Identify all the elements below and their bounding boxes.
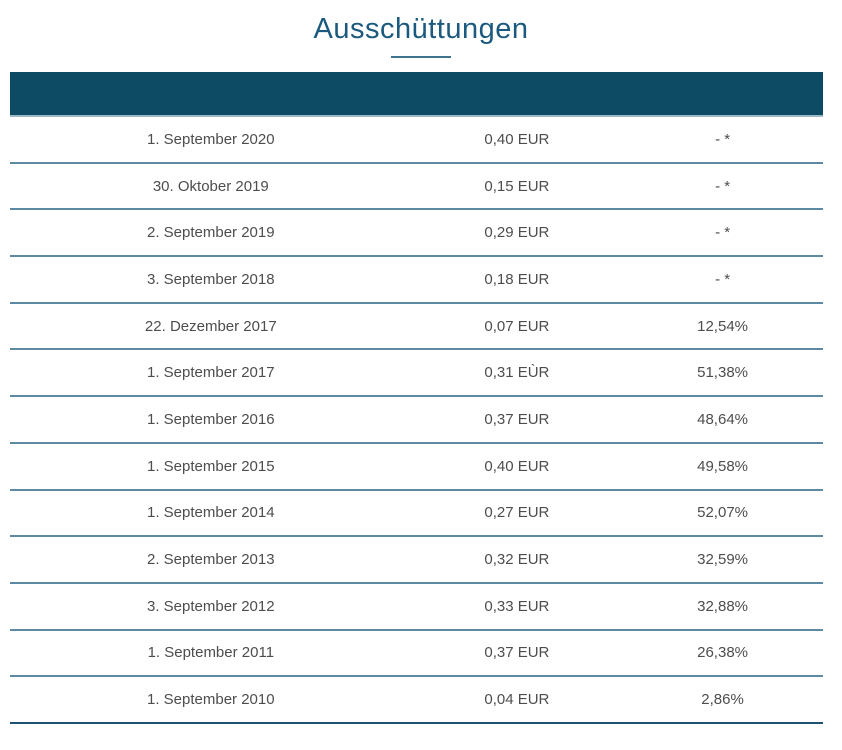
cell-amount: 0,04 EUR — [484, 691, 550, 709]
cell-yield: 26,38% — [697, 644, 748, 662]
cell-amount: 0,27 EUR — [484, 504, 550, 522]
cell-amount: 0,32 EUR — [484, 551, 550, 569]
table-row: 3. September 2018 0,18 EUR - * — [10, 257, 823, 304]
cell-amount: 0,29 EUR — [484, 224, 550, 242]
cell-date: 1. September 2010 — [147, 691, 275, 709]
cell-amount: 0,07 EUR — [484, 317, 550, 335]
cell-yield: 52,07% — [697, 504, 748, 522]
cell-yield: - * — [715, 177, 731, 195]
cell-yield: 2,86% — [701, 691, 744, 709]
cell-amount: 0,37 EUR — [484, 410, 550, 428]
cell-amount: 0,31 EÙR — [484, 364, 550, 382]
cell-date: 1. September 2015 — [147, 457, 275, 475]
cell-yield: 51,38% — [697, 364, 748, 382]
cell-yield: 12,54% — [697, 317, 748, 335]
cell-date: 1. September 2016 — [147, 410, 275, 428]
cell-yield: 32,59% — [697, 551, 748, 569]
cell-date: 1. September 2017 — [147, 364, 275, 382]
table-row: 22. Dezember 2017 0,07 EUR 12,54% — [10, 304, 823, 351]
cell-amount: 0,40 EUR — [484, 457, 550, 475]
table-row: 1. September 2014 0,27 EUR 52,07% — [10, 491, 823, 538]
cell-yield: 48,64% — [697, 410, 748, 428]
table-body: 1. September 2020 0,40 EUR - * 30. Oktober … — [10, 117, 823, 724]
cell-yield: 49,58% — [697, 457, 748, 475]
table-row: 1. September 2010 0,04 EUR 2,86% — [10, 677, 823, 724]
table-row: 1. September 2011 0,37 EUR 26,38% — [10, 631, 823, 678]
cell-date: 2. September 2013 — [147, 551, 275, 569]
table-row: 1. September 2020 0,40 EUR - * — [10, 117, 823, 164]
cell-amount: 0,40 EUR — [484, 130, 550, 148]
table-row: 2. September 2013 0,32 EUR 32,59% — [10, 537, 823, 584]
cell-date: 1. September 2014 — [147, 504, 275, 522]
cell-date: 3. September 2012 — [147, 597, 275, 615]
title-underline — [391, 56, 451, 58]
table-row: 1. September 2016 0,37 EUR 48,64% — [10, 397, 823, 444]
cell-date: 1. September 2011 — [147, 644, 275, 662]
cell-yield: - * — [715, 130, 731, 148]
cell-yield: - * — [715, 270, 731, 288]
table-row: 30. Oktober 2019 0,15 EUR - * — [10, 164, 823, 211]
cell-date: 1. September 2020 — [147, 130, 275, 148]
table-row: 3. September 2012 0,33 EUR 32,88% — [10, 584, 823, 631]
distributions-table: 1. September 2020 0,40 EUR - * 30. Oktober … — [10, 72, 823, 724]
cell-date: 30. Oktober 2019 — [152, 177, 269, 195]
page-title: Ausschüttungen — [313, 13, 529, 45]
cell-amount: 0,33 EUR — [484, 597, 550, 615]
cell-date: 2. September 2019 — [147, 224, 275, 242]
cell-yield: - * — [715, 224, 731, 242]
cell-amount: 0,18 EUR — [484, 270, 550, 288]
cell-yield: 32,88% — [697, 597, 748, 615]
cell-amount: 0,37 EUR — [484, 644, 550, 662]
cell-date: 22. Dezember 2017 — [144, 317, 277, 335]
table-row: 1. September 2015 0,40 EUR 49,58% — [10, 444, 823, 491]
table-row: 2. September 2019 0,29 EUR - * — [10, 210, 823, 258]
table-header-bar — [10, 72, 823, 117]
cell-date: 3. September 2018 — [147, 270, 275, 288]
cell-amount: 0,15 EUR — [484, 177, 550, 195]
table-row: 1. September 2017 0,31 EÙR 51,38% — [10, 350, 823, 398]
